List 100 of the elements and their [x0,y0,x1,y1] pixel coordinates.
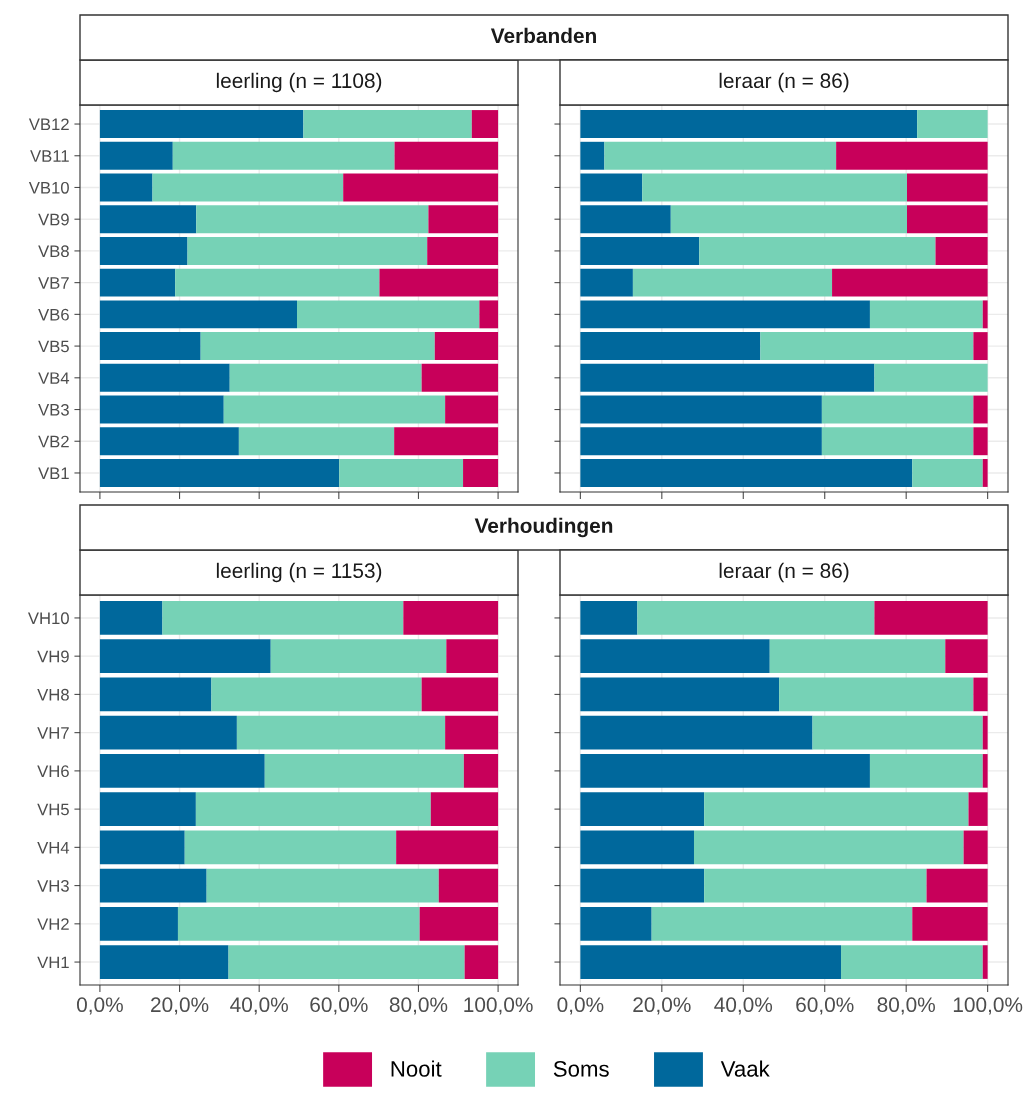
bar [973,332,988,361]
bar [184,830,397,865]
bar [821,427,974,456]
bar [297,300,480,329]
bar [177,907,420,941]
bar [99,639,271,673]
bar [693,830,964,865]
chart-subtitle: leraar (n = 86) [719,72,849,93]
bar [211,677,422,712]
y-tick-label: VH4 [37,841,70,854]
chart-title: Verbanden [490,27,596,44]
bar [434,332,499,361]
bar [428,205,499,234]
bar [303,110,472,138]
bar [760,332,974,361]
bar [642,173,907,202]
bar [99,110,304,138]
bar [973,427,988,456]
bar [99,754,265,788]
bar [580,363,875,392]
chart-subtitle: leerling (n = 1153) [216,562,382,583]
bar [912,459,983,487]
bar [445,395,499,424]
y-tick-label: VH1 [37,956,69,969]
bar [229,363,422,392]
bar [917,110,988,138]
y-tick-label: VH3 [37,879,69,892]
bar [264,754,464,788]
x-tick-label: 0,0% [557,997,604,1015]
bar [637,601,875,635]
y-tick-label: VH9 [37,650,69,663]
bar [427,236,499,265]
bar [580,639,770,673]
bar [982,945,988,979]
bar [403,601,499,635]
bar [394,141,499,170]
y-tick-label: VH2 [37,918,69,930]
bar [99,141,173,170]
bar [982,459,988,487]
bar [580,268,633,297]
bar [99,363,230,392]
bar [99,907,178,941]
bar [463,459,499,487]
bar [604,141,837,170]
bar [580,907,652,941]
bar [580,300,870,329]
bar [670,205,907,234]
bar [463,754,499,788]
bar [99,459,340,487]
bar [699,236,936,265]
x-tick-label: 20,0% [151,997,209,1015]
bar [580,715,813,750]
x-tick-label: 100,0% [464,997,533,1015]
bar [836,141,988,170]
y-tick-label: VB7 [38,277,69,289]
bar [379,268,499,297]
bar [907,173,988,202]
bar [200,332,435,361]
bar [99,715,237,750]
y-tick-label: VB8 [38,245,69,258]
legend-label: Vaak [720,1060,770,1077]
bar [982,754,988,788]
y-tick-label: VB6 [38,308,69,321]
bar [580,332,761,361]
bar [580,945,842,979]
bar [580,173,643,202]
y-tick-label: VB5 [38,340,69,353]
bar [228,945,465,979]
x-tick-label: 40,0% [714,997,773,1015]
bar [580,868,705,903]
bar [651,907,913,941]
y-tick-label: VH10 [27,612,69,625]
y-tick-label: VB3 [38,403,69,416]
bar [935,236,988,265]
bar [419,907,499,941]
bar [99,268,176,297]
bar [982,715,988,750]
bar [270,639,447,673]
y-tick-label: VH7 [37,727,69,739]
y-tick-label: VB2 [38,435,69,448]
chart-title: Verhoudingen [474,517,613,538]
chart-subtitle: leraar (n = 86) [719,562,849,583]
bar [343,173,499,202]
y-tick-label: VH5 [37,803,69,816]
bar [99,427,239,456]
bar [963,830,988,865]
bar [580,792,705,826]
bar [982,300,988,329]
bar [471,110,499,138]
x-tick-label: 80,0% [389,997,448,1015]
bar [195,792,431,826]
bar [874,363,988,392]
bar [580,205,671,234]
bar [580,395,822,424]
bar [779,677,974,712]
bar [152,173,344,202]
y-tick-label: VB1 [38,467,69,480]
y-tick-label: VB12 [28,118,69,131]
bar [223,395,446,424]
bar [99,173,153,202]
